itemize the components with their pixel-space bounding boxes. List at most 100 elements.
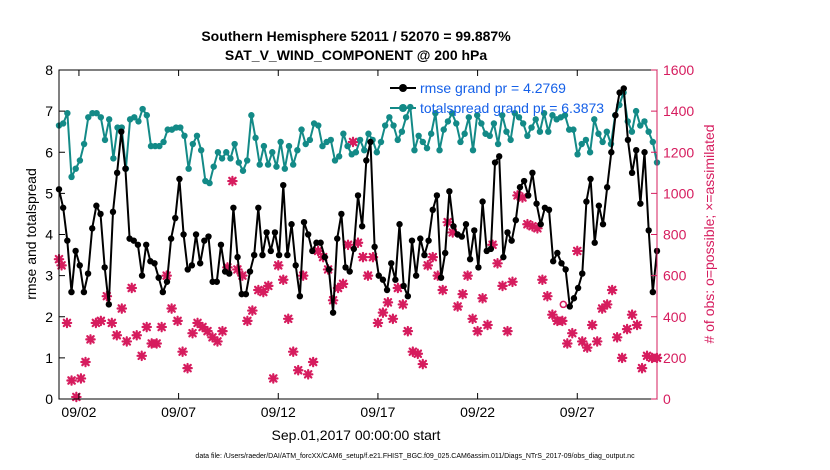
rmse-point xyxy=(579,270,586,277)
rmse-point xyxy=(93,202,100,209)
obs-assimilated-point xyxy=(71,391,82,403)
rmse-point xyxy=(645,227,652,234)
rmse-point xyxy=(620,85,627,92)
left-tick-label: 6 xyxy=(45,144,53,160)
rmse-point xyxy=(508,237,515,244)
totalspread-point xyxy=(386,114,393,121)
totalspread-point xyxy=(361,146,368,154)
totalspread-point xyxy=(574,151,581,158)
rmse-point xyxy=(388,260,395,267)
totalspread-point xyxy=(302,140,309,148)
rmse-point xyxy=(192,231,200,238)
rmse-point xyxy=(155,274,162,281)
rmse-point xyxy=(628,169,636,177)
totalspread-point xyxy=(444,118,452,125)
obs-assimilated-point xyxy=(222,262,233,273)
totalspread-point xyxy=(377,138,385,146)
totalspread-point xyxy=(214,149,222,156)
obs-assimilated-point xyxy=(581,342,593,353)
rmse-point xyxy=(471,227,478,234)
right-tick-label: 1200 xyxy=(663,144,694,160)
totalspread-point xyxy=(231,140,238,148)
rmse-point xyxy=(109,208,117,216)
totalspread-point xyxy=(93,109,100,117)
rmse-point xyxy=(421,251,428,259)
obs-assimilated-point xyxy=(621,323,633,335)
obs-assimilated-point xyxy=(61,317,73,329)
totalspread-point xyxy=(465,114,473,121)
totalspread-point xyxy=(427,130,435,137)
totalspread-point xyxy=(156,142,163,150)
totalspread-point xyxy=(206,179,213,187)
obs-assimilated-point xyxy=(247,305,258,316)
footer-data-file: data file: /Users/raeder/DAI/ATM_forcXX/… xyxy=(195,453,635,460)
obs-assimilated-point xyxy=(472,325,483,337)
totalspread-point xyxy=(252,134,259,142)
obs-assimilated-point xyxy=(362,270,374,281)
rmse-point xyxy=(529,169,536,177)
rmse-point xyxy=(433,192,441,199)
rmse-point xyxy=(400,282,407,290)
rmse-point xyxy=(358,223,366,230)
obs-assimilated-point xyxy=(136,350,148,362)
rmse-point xyxy=(446,188,453,195)
rmse-point xyxy=(242,290,250,298)
rmse-point xyxy=(180,231,187,238)
totalspread-point xyxy=(335,153,343,160)
rmse-point xyxy=(367,138,374,146)
obs-assimilated-point xyxy=(237,270,248,281)
totalspread-point xyxy=(432,109,439,117)
plot-area xyxy=(59,70,657,399)
rmse-point xyxy=(280,181,287,189)
obs-assimilated-point xyxy=(95,315,107,327)
totalspread-point xyxy=(177,124,184,131)
totalspread-point xyxy=(218,155,226,162)
rmse-point xyxy=(329,309,337,316)
rmse-point xyxy=(587,175,594,183)
right-tick-label: 1600 xyxy=(663,62,694,78)
rmse-point xyxy=(143,241,150,248)
obs-assimilated-point xyxy=(387,313,399,325)
rmse-point xyxy=(138,272,146,279)
totalspread-point xyxy=(398,128,406,135)
obs-assimilated-point xyxy=(202,325,213,337)
left-tick-label: 2 xyxy=(45,309,53,325)
obs-assimilated-point xyxy=(606,284,618,296)
rmse-point xyxy=(603,184,611,191)
totalspread-point xyxy=(536,128,544,135)
obs-assimilated-point xyxy=(452,301,463,312)
obs-assimilated-point xyxy=(121,336,133,347)
obs-assimilated-point xyxy=(576,336,588,347)
rmse-point xyxy=(554,249,561,257)
totalspread-point xyxy=(181,132,188,139)
rmse-point xyxy=(504,229,511,236)
rmse-point xyxy=(608,149,615,156)
rmse-point xyxy=(425,237,432,244)
totalspread-point xyxy=(448,109,456,117)
totalspread-point xyxy=(578,140,585,148)
totalspread-point xyxy=(235,159,243,166)
obs-assimilated-point xyxy=(187,327,198,339)
totalspread-point xyxy=(306,136,314,144)
x-axis: 09/02 09/07 09/12 09/17 09/22 09/27 xyxy=(61,70,595,420)
rmse-point xyxy=(284,251,291,259)
rmse-point xyxy=(458,233,466,240)
obs-assimilated-point xyxy=(502,325,513,337)
rmse-point xyxy=(167,235,175,242)
totalspread-point xyxy=(595,130,602,137)
rmse-point xyxy=(76,262,83,269)
totalspread-point xyxy=(143,112,151,119)
rmse-point xyxy=(300,218,308,226)
obs-assimilated-point xyxy=(126,282,138,294)
right-y-axis: 0 200 400 600 800 1000 1200 1400 1600 xyxy=(651,62,694,407)
rmse-point xyxy=(363,157,370,164)
rmse-point xyxy=(163,278,171,285)
right-tick-label: 200 xyxy=(663,350,687,366)
obs-assimilated-point xyxy=(412,348,424,360)
totalspread-point xyxy=(603,128,611,135)
obs-assimilated-point xyxy=(263,280,274,292)
rmse-point xyxy=(255,204,262,211)
right-tick-label: 400 xyxy=(663,309,687,325)
totalspread-point xyxy=(289,161,297,168)
obs-assimilated-point xyxy=(277,274,289,286)
